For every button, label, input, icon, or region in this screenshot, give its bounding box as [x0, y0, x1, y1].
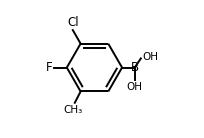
Text: CH₃: CH₃ — [63, 105, 82, 115]
Text: OH: OH — [126, 82, 142, 92]
Text: OH: OH — [142, 52, 157, 62]
Text: B: B — [130, 61, 138, 74]
Text: F: F — [46, 61, 53, 74]
Text: Cl: Cl — [67, 16, 78, 29]
